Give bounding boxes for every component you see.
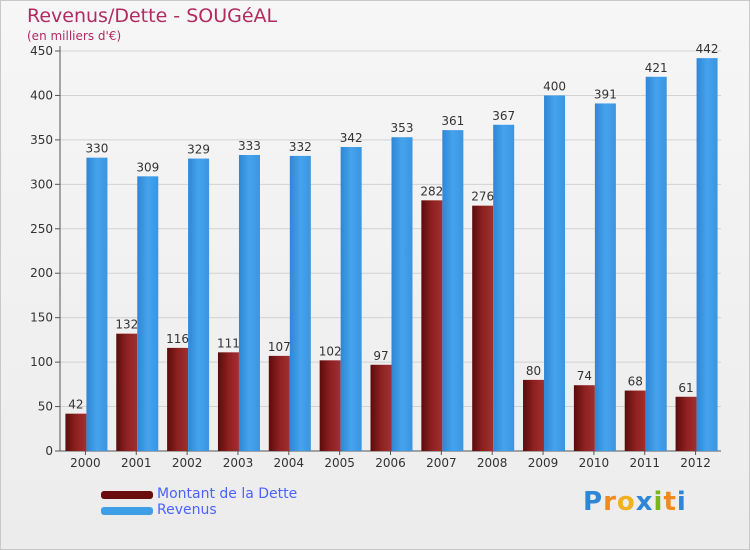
chart-subtitle: (en milliers d'€) (27, 29, 122, 43)
data-label-revenus: 332 (289, 140, 312, 154)
data-label-revenus: 330 (85, 142, 108, 156)
bar-revenus (86, 157, 108, 451)
bar-revenus (544, 95, 566, 451)
bar-revenus (391, 137, 413, 451)
logo-letter: i (676, 487, 687, 517)
x-tick-label: 2007 (426, 456, 457, 470)
legend-label-dette: Montant de la Dette (157, 486, 298, 502)
bar-dette (624, 390, 646, 451)
bar-dette (268, 355, 290, 451)
data-label-revenus: 442 (696, 42, 719, 56)
bar-dette (167, 347, 189, 451)
logo-letter: x (635, 487, 654, 517)
bar-revenus (696, 58, 718, 451)
data-label-dette: 107 (268, 340, 291, 354)
data-label-dette: 61 (678, 381, 693, 395)
data-label-revenus: 361 (441, 114, 464, 128)
bar-revenus (594, 103, 616, 451)
x-tick-label: 2011 (629, 456, 660, 470)
bar-dette (217, 352, 239, 451)
logo-letter: o (616, 487, 636, 517)
legend-swatch-revenus (101, 507, 153, 515)
logo-letter: r (603, 487, 617, 517)
x-tick-label: 2012 (680, 456, 711, 470)
bar-dette (523, 379, 545, 451)
bar-revenus (238, 155, 260, 451)
data-label-dette: 74 (577, 369, 592, 383)
x-tick-label: 2003 (223, 456, 254, 470)
data-label-dette: 276 (471, 190, 494, 204)
logo-letter: t (663, 487, 677, 517)
x-tick-label: 2008 (477, 456, 508, 470)
bar-dette (116, 333, 138, 451)
y-tick-label: 0 (45, 444, 53, 458)
bar-dette (675, 396, 697, 451)
x-tick-label: 2000 (70, 456, 101, 470)
bar-dette (573, 385, 595, 451)
data-label-revenus: 400 (543, 79, 566, 93)
data-label-revenus: 309 (136, 160, 159, 174)
data-label-dette: 80 (526, 364, 541, 378)
data-label-revenus: 367 (492, 109, 515, 123)
data-label-revenus: 342 (340, 131, 363, 145)
data-label-revenus: 353 (391, 121, 414, 135)
bar-dette (421, 200, 443, 451)
data-label-dette: 132 (115, 318, 138, 332)
y-tick-label: 200 (30, 266, 53, 280)
bar-revenus (137, 176, 159, 452)
data-label-revenus: 333 (238, 139, 261, 153)
y-tick-label: 450 (30, 44, 53, 58)
chart-title: Revenus/Dette - SOUGéAL (27, 5, 278, 27)
bar-dette (319, 360, 341, 451)
data-label-dette: 97 (373, 349, 388, 363)
x-tick-label: 2010 (579, 456, 610, 470)
y-tick-label: 350 (30, 133, 53, 147)
proxiti-logo: Proxiti (583, 487, 687, 517)
logo-letter: i (653, 487, 664, 517)
y-tick-label: 250 (30, 222, 53, 236)
y-tick-label: 150 (30, 311, 53, 325)
y-tick-label: 50 (38, 400, 53, 414)
x-tick-label: 2006 (375, 456, 406, 470)
data-label-revenus: 391 (594, 87, 617, 101)
bar-revenus (188, 158, 210, 452)
bar-revenus (289, 155, 311, 451)
bar-dette (472, 205, 494, 451)
data-label-revenus: 329 (187, 143, 210, 157)
y-tick-label: 400 (30, 88, 53, 102)
logo-letter: P (583, 487, 604, 517)
data-label-dette: 116 (166, 332, 189, 346)
data-label-dette: 111 (217, 336, 240, 350)
data-label-dette: 42 (68, 398, 83, 412)
x-tick-label: 2004 (274, 456, 305, 470)
x-tick-label: 2009 (528, 456, 559, 470)
y-tick-label: 100 (30, 355, 53, 369)
legend-label-revenus: Revenus (157, 502, 217, 518)
x-tick-label: 2002 (172, 456, 203, 470)
legend-swatch-dette (101, 491, 153, 499)
bar-dette (370, 364, 392, 451)
data-label-dette: 282 (420, 184, 443, 198)
bar-revenus (493, 124, 515, 452)
x-tick-label: 2001 (121, 456, 152, 470)
bar-dette (65, 413, 87, 451)
bar-revenus (442, 130, 464, 451)
x-tick-label: 2005 (324, 456, 355, 470)
data-label-dette: 102 (319, 344, 342, 358)
data-label-revenus: 421 (645, 61, 668, 75)
data-label-dette: 68 (628, 375, 643, 389)
y-tick-label: 300 (30, 177, 53, 191)
bar-revenus (340, 147, 362, 451)
bar-revenus (645, 76, 667, 452)
